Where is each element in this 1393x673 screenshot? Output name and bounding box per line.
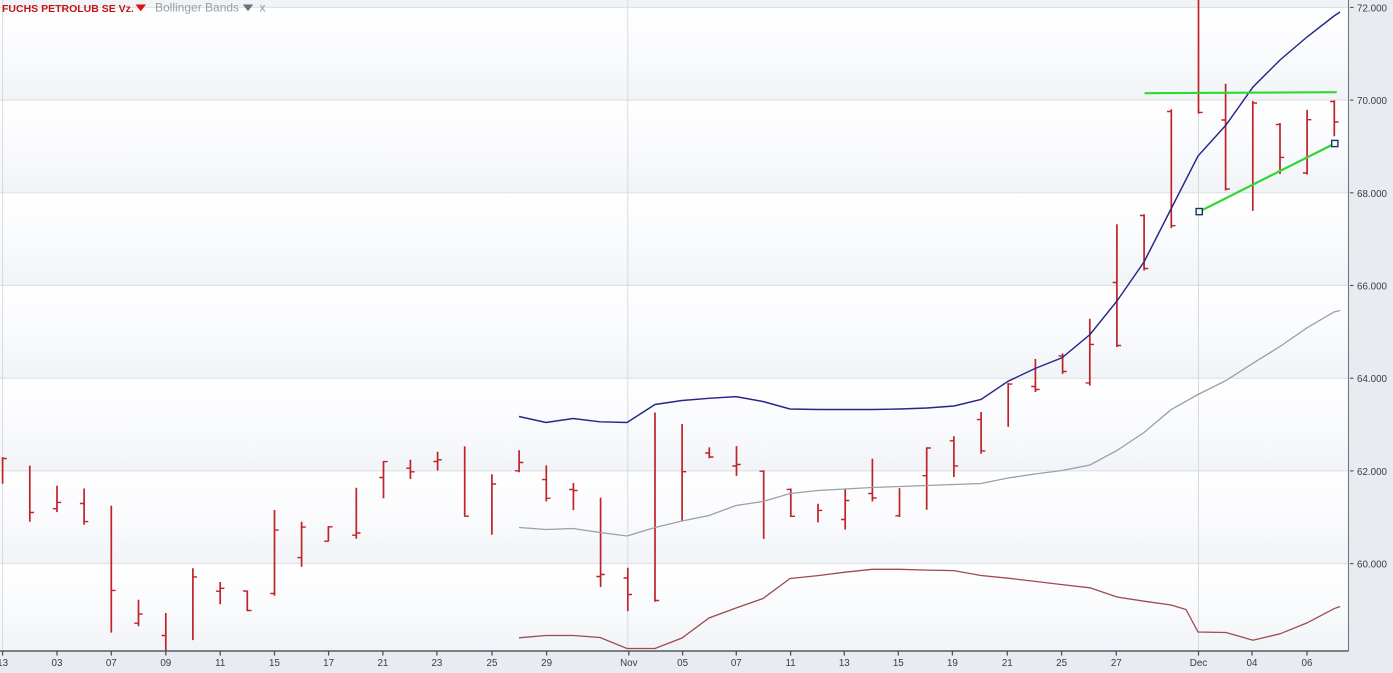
svg-text:11: 11 bbox=[786, 658, 796, 669]
svg-text:21: 21 bbox=[377, 658, 388, 669]
svg-text:Nov: Nov bbox=[620, 658, 638, 669]
svg-text:Bollinger Bands: Bollinger Bands bbox=[155, 1, 239, 15]
svg-text:72.000: 72.000 bbox=[1357, 3, 1388, 14]
svg-text:09: 09 bbox=[160, 658, 171, 669]
svg-text:FUCHS PETROLUB SE Vz.: FUCHS PETROLUB SE Vz. bbox=[2, 3, 134, 15]
svg-text:27: 27 bbox=[1111, 658, 1122, 669]
svg-text:25: 25 bbox=[487, 658, 498, 669]
svg-text:07: 07 bbox=[106, 658, 117, 669]
svg-text:x: x bbox=[260, 1, 266, 15]
svg-text:29: 29 bbox=[541, 658, 552, 669]
svg-text:23: 23 bbox=[431, 658, 442, 669]
svg-text:06: 06 bbox=[1302, 658, 1313, 669]
svg-text:66.000: 66.000 bbox=[1357, 282, 1388, 293]
svg-text:05: 05 bbox=[677, 658, 688, 669]
svg-text:19: 19 bbox=[947, 658, 958, 669]
svg-text:04: 04 bbox=[1247, 658, 1258, 669]
svg-text:13: 13 bbox=[0, 658, 9, 669]
svg-text:15: 15 bbox=[269, 658, 280, 669]
svg-text:17: 17 bbox=[323, 658, 334, 669]
svg-text:25: 25 bbox=[1056, 658, 1067, 669]
svg-text:Dec: Dec bbox=[1190, 658, 1208, 669]
svg-text:60.000: 60.000 bbox=[1357, 560, 1388, 571]
svg-text:21: 21 bbox=[1002, 658, 1013, 669]
svg-text:07: 07 bbox=[731, 658, 742, 669]
svg-text:62.000: 62.000 bbox=[1357, 467, 1388, 478]
svg-text:15: 15 bbox=[893, 658, 904, 669]
svg-text:11: 11 bbox=[215, 658, 225, 669]
svg-text:68.000: 68.000 bbox=[1357, 189, 1388, 200]
svg-text:64.000: 64.000 bbox=[1357, 374, 1388, 385]
svg-text:03: 03 bbox=[52, 658, 63, 669]
svg-text:13: 13 bbox=[839, 658, 850, 669]
svg-text:70.000: 70.000 bbox=[1357, 96, 1388, 107]
